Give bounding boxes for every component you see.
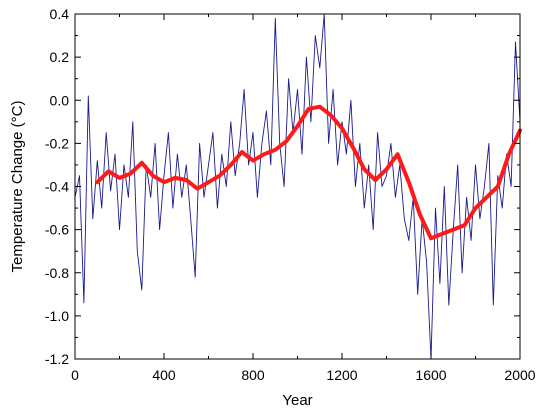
series-layer xyxy=(74,13,522,360)
x-tick-label: 400 xyxy=(152,367,176,383)
y-tick-label: -1.0 xyxy=(45,308,69,324)
x-tick-label: 1600 xyxy=(415,367,446,383)
y-tick-label: -0.6 xyxy=(45,222,69,238)
smoothed-series-line xyxy=(95,104,522,241)
x-tick-label: 800 xyxy=(241,367,265,383)
x-tick-label: 0 xyxy=(71,367,79,383)
y-tick-label: -0.4 xyxy=(45,179,69,195)
plot-frame xyxy=(74,13,521,360)
y-axis-title: Temperature Change (°C) xyxy=(9,101,26,273)
y-tick-label: 0.2 xyxy=(50,49,70,65)
y-tick-label: 0.0 xyxy=(50,92,70,108)
y-tick-label: -0.2 xyxy=(45,135,69,151)
y-tick-label: -1.2 xyxy=(45,351,69,367)
annual-series-line xyxy=(74,13,521,360)
x-tick-label: 2000 xyxy=(504,367,535,383)
y-tick-label: 0.4 xyxy=(50,6,70,22)
y-tick-label: -0.8 xyxy=(45,265,69,281)
ticks-layer: 0 400 800 1200 1600 2000 -1.2 -1.0 -0.8 -0.6 -0.4 -… xyxy=(45,6,536,383)
x-axis-title: Year xyxy=(282,392,312,409)
x-tick-label: 1200 xyxy=(326,367,357,383)
